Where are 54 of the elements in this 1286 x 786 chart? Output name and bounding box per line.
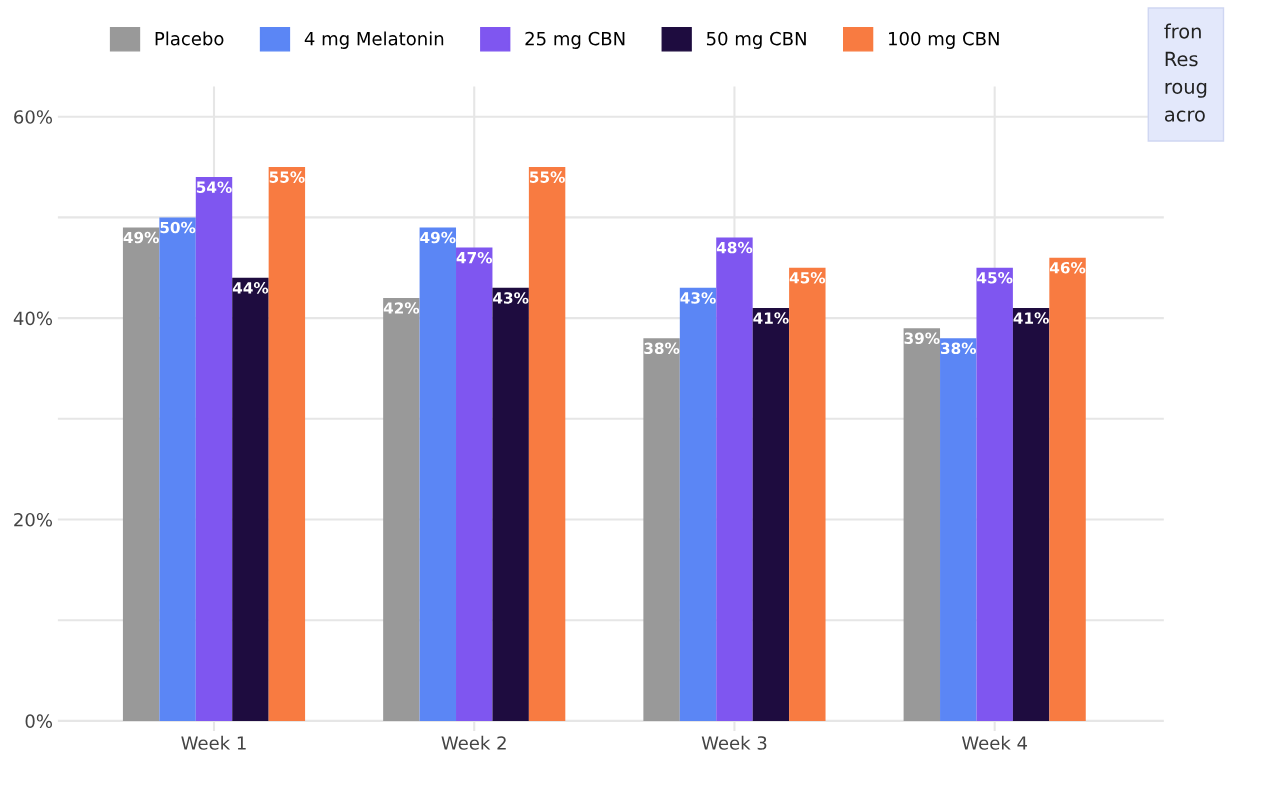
data-label: 50% <box>160 221 196 234</box>
bar <box>940 338 977 721</box>
data-label: 38% <box>940 342 977 355</box>
y-tick-label: 40% <box>13 311 53 326</box>
y-tick-label: 60% <box>14 110 53 124</box>
bar <box>976 267 1013 721</box>
bar <box>716 237 753 721</box>
data-label: 45% <box>789 272 826 284</box>
y-tick-label: 20% <box>14 512 53 527</box>
bar <box>122 227 160 721</box>
x-tick-label: Week 1 <box>181 735 246 750</box>
data-label: 43% <box>493 292 529 304</box>
x-tick-label: Week 2 <box>441 735 506 750</box>
bar <box>456 247 493 721</box>
data-label: 55% <box>529 171 565 183</box>
data-label: 43% <box>680 292 716 304</box>
data-label: 49% <box>420 231 456 244</box>
data-label: 48% <box>716 241 753 254</box>
bar <box>679 287 717 721</box>
legend-label: Placebo <box>155 31 224 46</box>
x-tick-label: Week 3 <box>701 735 767 750</box>
data-label: 38% <box>644 342 680 355</box>
bar <box>159 217 196 721</box>
data-label: 55% <box>269 171 305 183</box>
legend-label: 25 mg CBN <box>525 31 625 49</box>
bar <box>1049 257 1086 721</box>
data-label: 49% <box>123 231 159 244</box>
data-label: 39% <box>904 332 940 345</box>
bar <box>195 177 233 721</box>
bar <box>383 297 420 721</box>
y-tick-label: 0% <box>25 714 53 729</box>
bar <box>492 287 529 721</box>
data-label: 44% <box>232 282 269 294</box>
legend-label: 100 mg CBN <box>889 31 999 49</box>
data-label: 46% <box>1049 261 1086 274</box>
bar <box>419 227 457 721</box>
bar <box>1012 308 1050 721</box>
legend-label: 50 mg CBN <box>706 31 806 49</box>
bar <box>528 167 566 721</box>
data-label: 41% <box>1013 312 1049 324</box>
text: fron Res roug acro <box>1164 23 1207 122</box>
data-label: 54% <box>196 181 232 193</box>
x-tick-label: Week 4 <box>961 735 1028 750</box>
bar <box>232 277 269 721</box>
data-label: 42% <box>383 302 420 314</box>
data-label: 41% <box>753 312 789 324</box>
data-label: 47% <box>456 251 493 264</box>
bar <box>643 338 680 721</box>
legend-label: 4 mg Melatonin <box>304 31 444 49</box>
data-label: 45% <box>977 272 1013 284</box>
bar <box>789 267 826 721</box>
bar <box>268 167 306 721</box>
bar <box>752 308 790 721</box>
bar <box>903 328 941 721</box>
